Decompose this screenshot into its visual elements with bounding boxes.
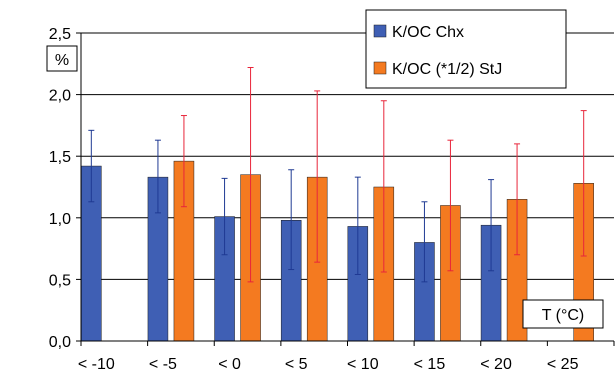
legend-swatch-series-1: [373, 24, 387, 38]
y-tick-label: 0,5: [49, 272, 71, 289]
error-bars-layer: [88, 66, 587, 283]
legend-label-series-2: K/OC (*1/2) StJ: [392, 61, 502, 78]
y-tick-label: 1,5: [49, 149, 71, 166]
x-tick-label: < 10: [347, 356, 379, 373]
y-axis-label-box: %: [46, 45, 78, 72]
y-tick-label: 0,0: [49, 334, 71, 351]
x-axis-label-box: T (°C): [522, 299, 604, 329]
x-tick-label: < 5: [285, 356, 308, 373]
x-tick-label: < 0: [218, 356, 241, 373]
legend-swatch-series-2: [373, 61, 387, 75]
x-tick-label: < 15: [414, 356, 446, 373]
bars-layer: [81, 160, 594, 342]
legend: K/OC Chx K/OC (*1/2) StJ: [365, 9, 567, 89]
axis-layer: 0,0 0,5 1,0 1,5 2,0 2,5 < -10 < -5 < 0 < 5 < 10 < 1…: [49, 26, 615, 373]
x-tick-label: < -5: [149, 356, 177, 373]
y-axis-label: %: [55, 52, 69, 69]
y-tick-label: 2,5: [49, 26, 71, 43]
x-tick-label: < 20: [480, 356, 512, 373]
legend-label-series-1: K/OC Chx: [392, 24, 464, 41]
y-tick-label: 2,0: [49, 88, 71, 105]
x-tick-label: < -10: [78, 356, 115, 373]
x-tick-label: < 25: [547, 356, 579, 373]
y-tick-label: 1,0: [49, 211, 71, 228]
x-axis-label: T (°C): [542, 307, 585, 324]
